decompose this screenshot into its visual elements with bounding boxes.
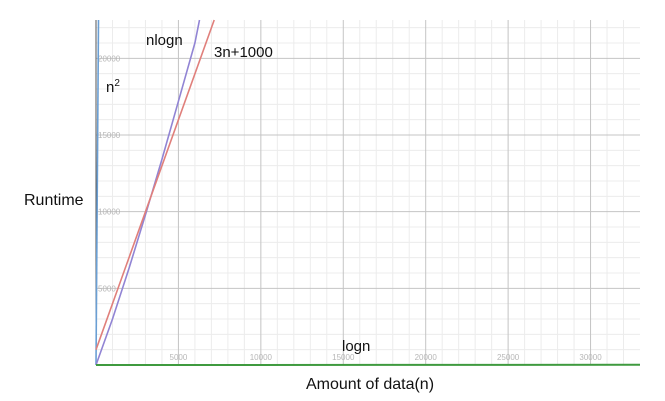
series-line-nlogn	[95, 19, 201, 366]
series-line-n-squared	[95, 19, 100, 366]
y-tick-label: 15000	[98, 131, 121, 140]
y-tick-label: 5000	[98, 284, 116, 293]
series-label-logn: logn	[342, 338, 370, 355]
series-label-3n-plus-1000: 3n+1000	[214, 44, 273, 61]
x-axis-title: Amount of data(n)	[306, 376, 434, 393]
series-lines	[95, 19, 641, 366]
series-label-n-squared: n2	[106, 78, 120, 96]
axes	[95, 20, 640, 366]
x-tick-label: 20000	[415, 353, 438, 362]
series-label-nlogn: nlogn	[146, 32, 183, 49]
y-axis-title: Runtime	[24, 192, 84, 209]
tick-labels: 5000 10000 15000 20000 25000 30000 5000 10000 15…	[98, 54, 602, 362]
series-line-3n-plus-1000	[95, 19, 215, 350]
y-tick-label: 10000	[98, 208, 121, 217]
y-tick-label: 20000	[98, 54, 121, 63]
x-tick-label: 5000	[170, 353, 188, 362]
x-tick-label: 10000	[250, 353, 273, 362]
x-tick-label: 25000	[497, 353, 520, 362]
x-tick-label: 15000	[332, 353, 355, 362]
x-tick-label: 30000	[579, 353, 602, 362]
grid	[96, 20, 640, 365]
